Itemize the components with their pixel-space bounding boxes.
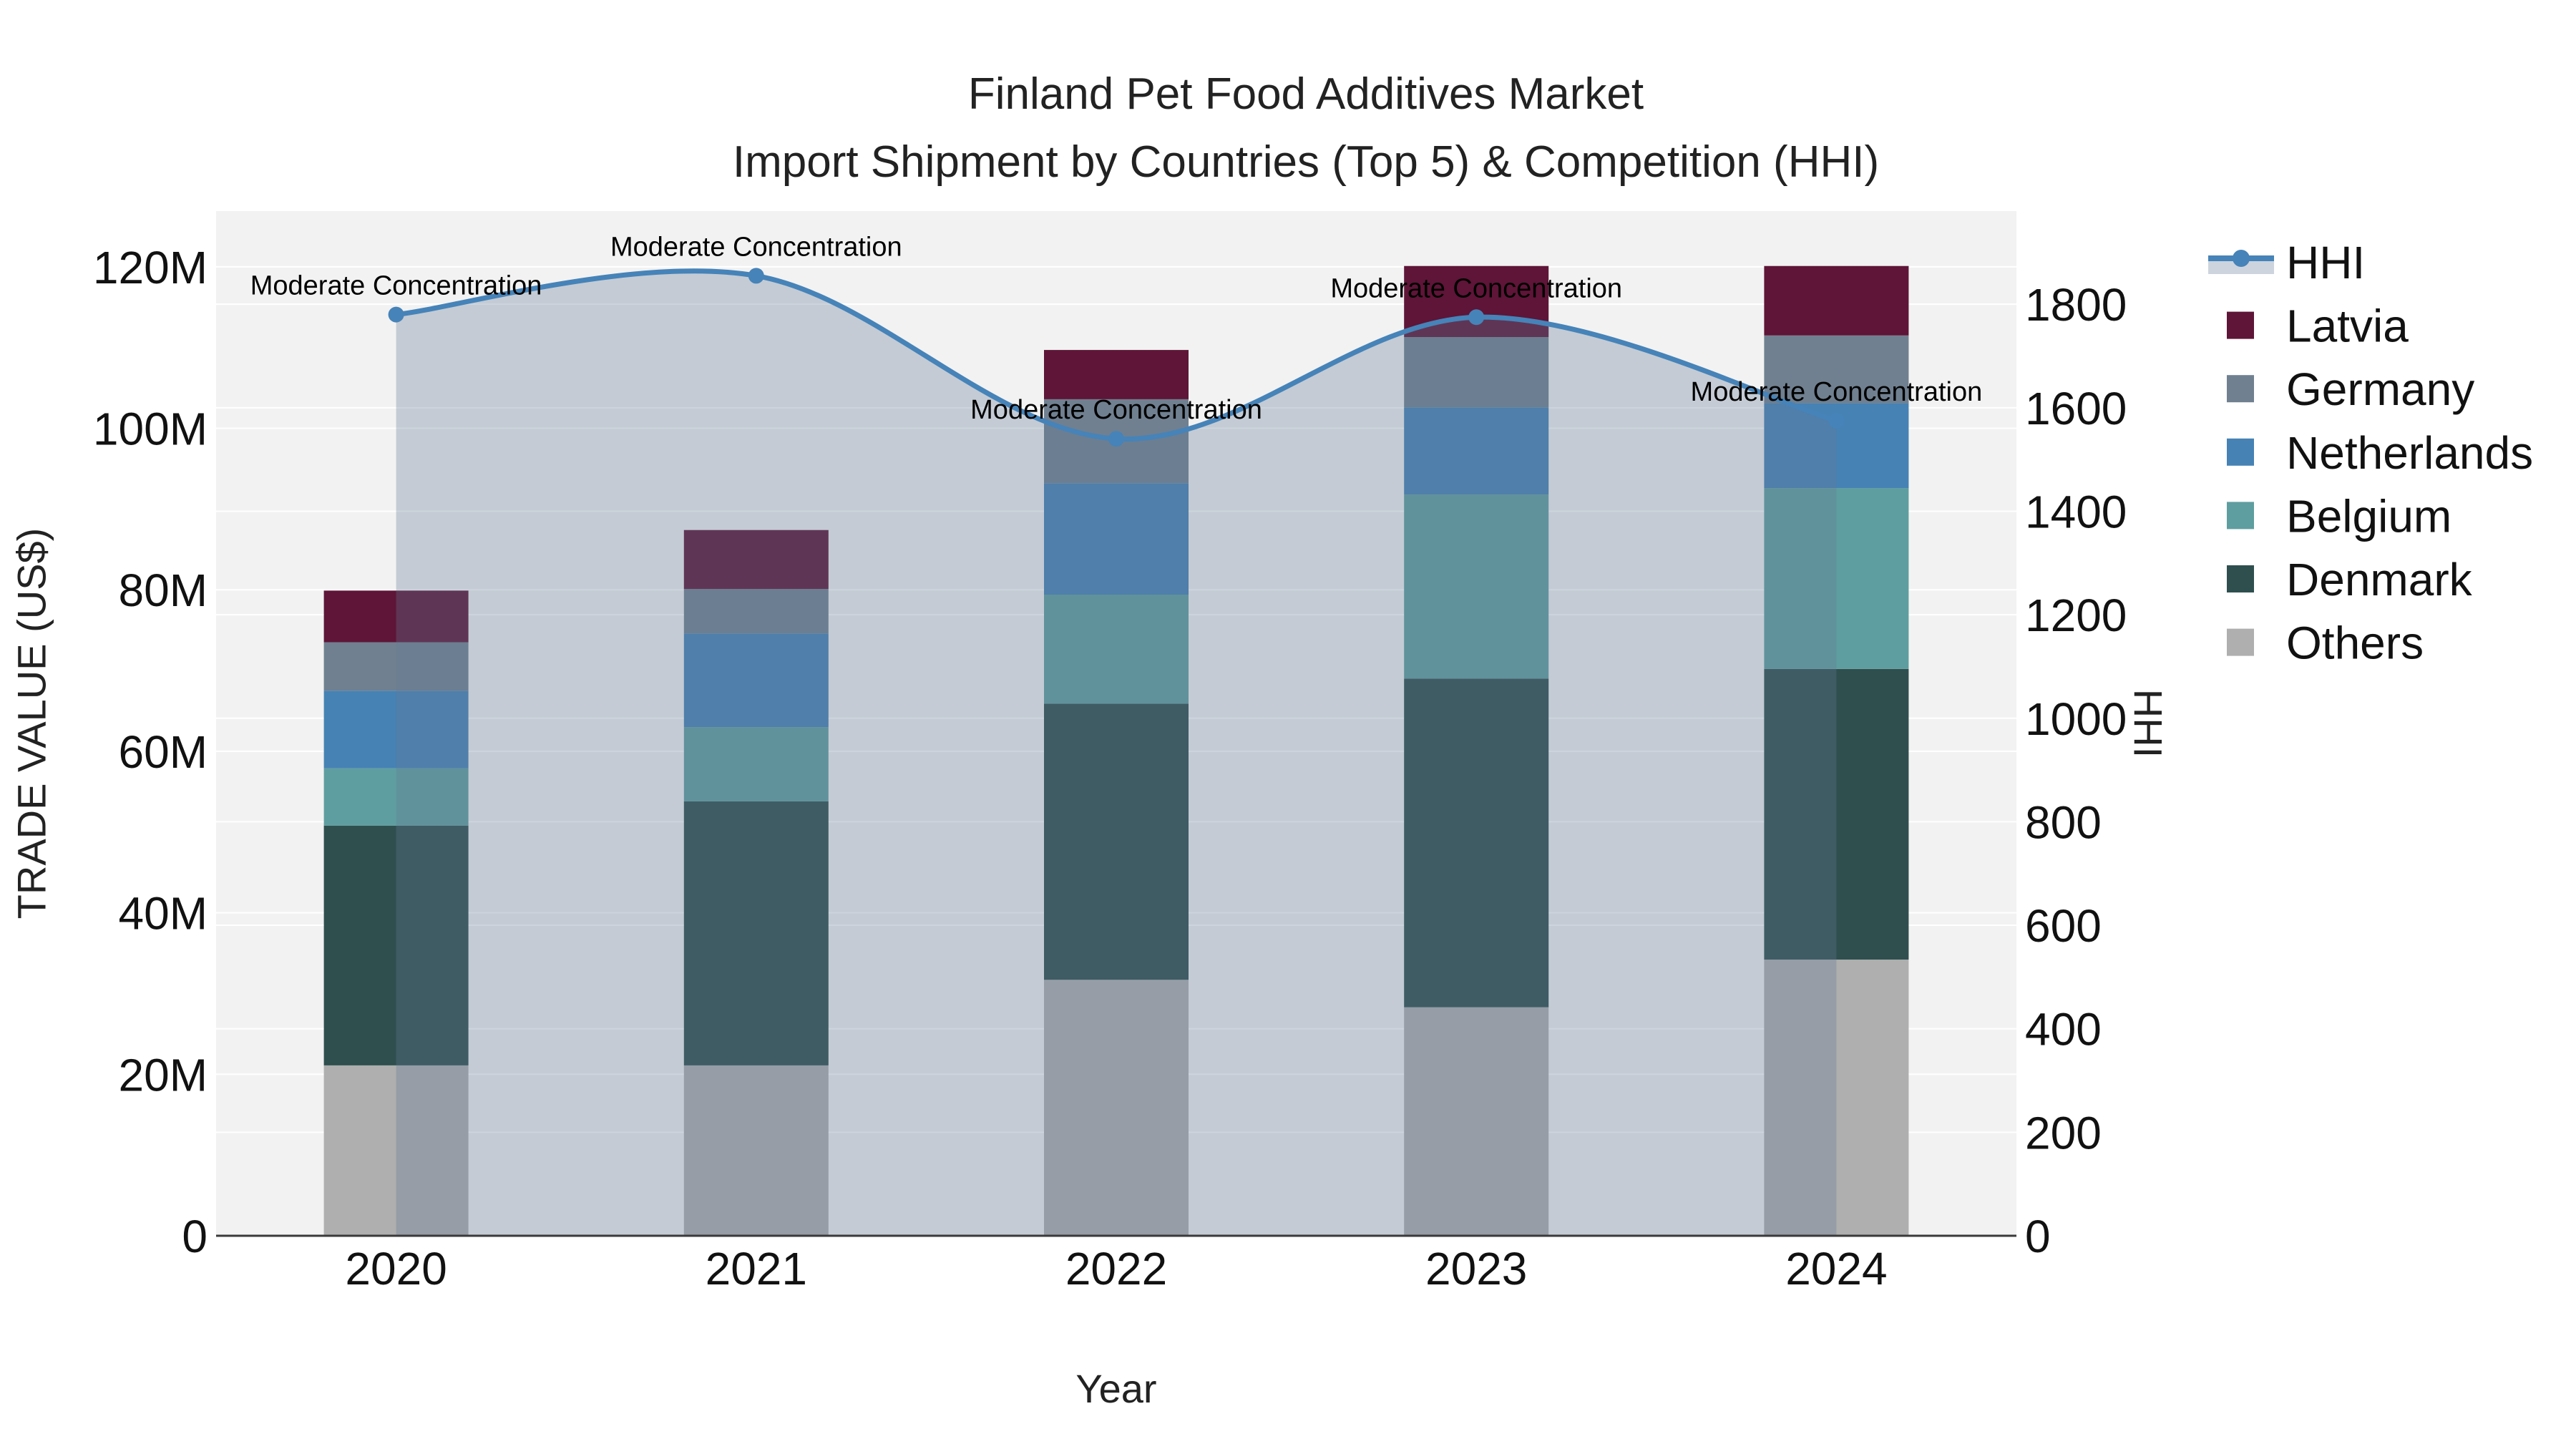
left-tick-label: 40M bbox=[119, 888, 208, 940]
legend-swatch bbox=[2227, 311, 2254, 339]
bar-segment-belgium-2023[interactable] bbox=[1404, 494, 1549, 679]
x-tick-label: 2020 bbox=[345, 1243, 447, 1294]
bar-segment-others-2023[interactable] bbox=[1404, 1007, 1549, 1236]
legend-item-denmark[interactable]: Denmark bbox=[2227, 554, 2473, 605]
annotation-2022: Moderate Concentration bbox=[970, 395, 1262, 425]
hhi-marker-2024[interactable] bbox=[1828, 412, 1845, 429]
hhi-marker-2021[interactable] bbox=[748, 268, 764, 284]
bar-segment-latvia-2022[interactable] bbox=[1044, 350, 1189, 399]
bar-segment-denmark-2022[interactable] bbox=[1044, 703, 1189, 980]
legend-item-netherlands[interactable]: Netherlands bbox=[2227, 427, 2533, 479]
chart-title-line1: Finland Pet Food Additives Market bbox=[967, 69, 1644, 119]
legend-label: Latvia bbox=[2286, 301, 2409, 352]
bar-segment-latvia-2020[interactable] bbox=[323, 590, 469, 643]
left-tick-label: 60M bbox=[119, 726, 208, 778]
legend-label: Denmark bbox=[2286, 554, 2473, 605]
legend-label: Others bbox=[2286, 618, 2424, 669]
bar-segment-denmark-2023[interactable] bbox=[1404, 678, 1549, 1008]
left-tick-label: 80M bbox=[119, 565, 208, 616]
legend-swatch bbox=[2227, 375, 2254, 403]
bar-segment-netherlands-2023[interactable] bbox=[1404, 407, 1549, 495]
legend-swatch bbox=[2227, 565, 2254, 592]
right-tick-label: 800 bbox=[2025, 796, 2102, 848]
legend-swatch bbox=[2227, 502, 2254, 530]
left-tick-label: 120M bbox=[93, 242, 208, 293]
legend-label: HHI bbox=[2286, 237, 2365, 288]
bar-segment-latvia-2024[interactable] bbox=[1764, 265, 1909, 336]
hhi-marker-2020[interactable] bbox=[388, 306, 404, 323]
left-tick-label: 100M bbox=[93, 404, 208, 455]
x-tick-label: 2021 bbox=[706, 1243, 807, 1294]
bar-segment-netherlands-2021[interactable] bbox=[683, 633, 829, 728]
right-tick-label: 400 bbox=[2025, 1004, 2102, 1055]
annotation-2021: Moderate Concentration bbox=[610, 232, 902, 262]
right-tick-label: 0 bbox=[2025, 1211, 2051, 1262]
legend-item-latvia[interactable]: Latvia bbox=[2227, 301, 2409, 352]
legend-hhi-marker-sample bbox=[2233, 250, 2250, 267]
bar-segment-others-2021[interactable] bbox=[683, 1065, 829, 1236]
legend-swatch bbox=[2227, 628, 2254, 656]
bar-segment-denmark-2021[interactable] bbox=[683, 801, 829, 1065]
annotation-2024: Moderate Concentration bbox=[1691, 377, 1983, 407]
right-axis-title: HHI bbox=[2125, 688, 2171, 758]
legend-label: Germany bbox=[2286, 364, 2474, 415]
bar-segment-others-2024[interactable] bbox=[1764, 960, 1909, 1236]
right-tick-label: 1400 bbox=[2025, 486, 2127, 537]
legend-item-belgium[interactable]: Belgium bbox=[2227, 490, 2451, 542]
right-tick-label: 1600 bbox=[2025, 383, 2127, 434]
x-axis-title: Year bbox=[1075, 1366, 1157, 1411]
bar-segment-latvia-2021[interactable] bbox=[683, 530, 829, 590]
chart-title-line2: Import Shipment by Countries (Top 5) & C… bbox=[732, 137, 1880, 187]
bar-segment-belgium-2020[interactable] bbox=[323, 768, 469, 826]
right-tick-label: 200 bbox=[2025, 1107, 2102, 1158]
annotation-2023: Moderate Concentration bbox=[1330, 273, 1622, 303]
right-tick-label: 1000 bbox=[2025, 693, 2127, 745]
bar-segment-denmark-2020[interactable] bbox=[323, 825, 469, 1065]
legend-label: Netherlands bbox=[2286, 427, 2533, 479]
hhi-marker-2022[interactable] bbox=[1108, 431, 1124, 447]
bar-segment-others-2022[interactable] bbox=[1044, 980, 1189, 1236]
x-tick-label: 2023 bbox=[1425, 1243, 1527, 1294]
bar-segment-germany-2020[interactable] bbox=[323, 642, 469, 691]
right-tick-label: 1800 bbox=[2025, 279, 2127, 331]
annotation-2020: Moderate Concentration bbox=[250, 271, 542, 301]
bar-segment-denmark-2024[interactable] bbox=[1764, 668, 1909, 960]
hhi-area-fill bbox=[396, 270, 1837, 1236]
left-axis-title: TRADE VALUE (US$) bbox=[9, 527, 54, 919]
legend-swatch bbox=[2227, 438, 2254, 466]
legend-item-others[interactable]: Others bbox=[2227, 618, 2424, 669]
bar-segment-netherlands-2020[interactable] bbox=[323, 691, 469, 769]
right-tick-label: 600 bbox=[2025, 900, 2102, 952]
bar-segment-germany-2023[interactable] bbox=[1404, 337, 1549, 408]
x-tick-label: 2022 bbox=[1065, 1243, 1167, 1294]
legend-label: Belgium bbox=[2286, 490, 2451, 542]
left-tick-label: 0 bbox=[182, 1211, 208, 1262]
right-tick-label: 1200 bbox=[2025, 590, 2127, 641]
bar-segment-germany-2021[interactable] bbox=[683, 589, 829, 634]
x-tick-label: 2024 bbox=[1785, 1243, 1887, 1294]
legend-item-hhi[interactable]: HHI bbox=[2208, 237, 2365, 288]
bar-segment-belgium-2021[interactable] bbox=[683, 727, 829, 801]
bar-segment-others-2020[interactable] bbox=[323, 1065, 469, 1236]
bar-segment-belgium-2022[interactable] bbox=[1044, 595, 1189, 704]
legend-item-germany[interactable]: Germany bbox=[2227, 364, 2474, 415]
left-tick-label: 20M bbox=[119, 1049, 208, 1101]
bar-segment-netherlands-2022[interactable] bbox=[1044, 483, 1189, 595]
bar-segment-germany-2024[interactable] bbox=[1764, 335, 1909, 404]
hhi-marker-2023[interactable] bbox=[1468, 309, 1485, 326]
bar-segment-belgium-2024[interactable] bbox=[1764, 488, 1909, 669]
